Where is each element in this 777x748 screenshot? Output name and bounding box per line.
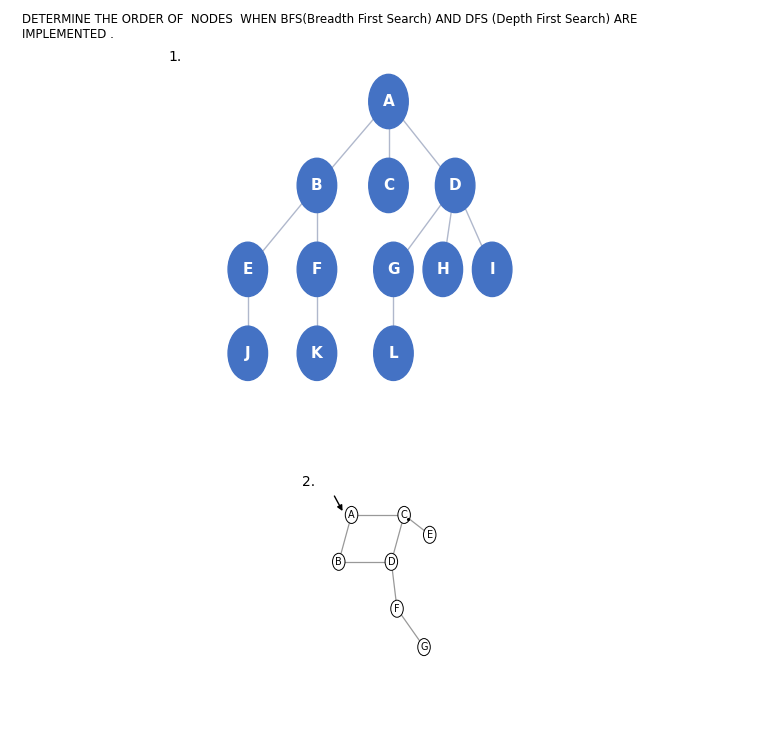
Text: F: F bbox=[312, 262, 322, 277]
Ellipse shape bbox=[345, 506, 357, 524]
Ellipse shape bbox=[423, 242, 462, 296]
Text: B: B bbox=[336, 557, 342, 567]
Text: A: A bbox=[382, 94, 395, 109]
Text: J: J bbox=[245, 346, 251, 361]
Ellipse shape bbox=[369, 159, 408, 212]
Text: G: G bbox=[420, 642, 428, 652]
Ellipse shape bbox=[228, 326, 267, 381]
Ellipse shape bbox=[297, 159, 336, 212]
Text: C: C bbox=[383, 178, 394, 193]
Text: F: F bbox=[394, 604, 400, 613]
Text: B: B bbox=[311, 178, 322, 193]
Ellipse shape bbox=[418, 639, 430, 655]
Ellipse shape bbox=[472, 242, 512, 296]
Text: E: E bbox=[427, 530, 433, 540]
Ellipse shape bbox=[374, 242, 413, 296]
Text: I: I bbox=[490, 262, 495, 277]
Text: D: D bbox=[449, 178, 462, 193]
Text: H: H bbox=[437, 262, 449, 277]
Ellipse shape bbox=[391, 600, 403, 617]
Text: C: C bbox=[401, 510, 407, 520]
Ellipse shape bbox=[385, 554, 398, 570]
Ellipse shape bbox=[369, 74, 408, 129]
Text: IMPLEMENTED .: IMPLEMENTED . bbox=[22, 28, 113, 40]
Text: 1.: 1. bbox=[169, 49, 182, 64]
Text: DETERMINE THE ORDER OF  NODES  WHEN BFS(Breadth First Search) AND DFS (Depth Fir: DETERMINE THE ORDER OF NODES WHEN BFS(Br… bbox=[22, 13, 637, 26]
Ellipse shape bbox=[374, 326, 413, 381]
Text: D: D bbox=[388, 557, 395, 567]
Ellipse shape bbox=[333, 554, 345, 570]
Text: 2.: 2. bbox=[302, 475, 315, 489]
Text: A: A bbox=[348, 510, 355, 520]
Ellipse shape bbox=[398, 506, 410, 524]
Ellipse shape bbox=[435, 159, 475, 212]
Text: G: G bbox=[387, 262, 399, 277]
Text: E: E bbox=[242, 262, 253, 277]
Ellipse shape bbox=[228, 242, 267, 296]
Ellipse shape bbox=[423, 527, 436, 543]
Ellipse shape bbox=[297, 326, 336, 381]
Ellipse shape bbox=[297, 242, 336, 296]
Text: K: K bbox=[311, 346, 322, 361]
Text: L: L bbox=[388, 346, 399, 361]
